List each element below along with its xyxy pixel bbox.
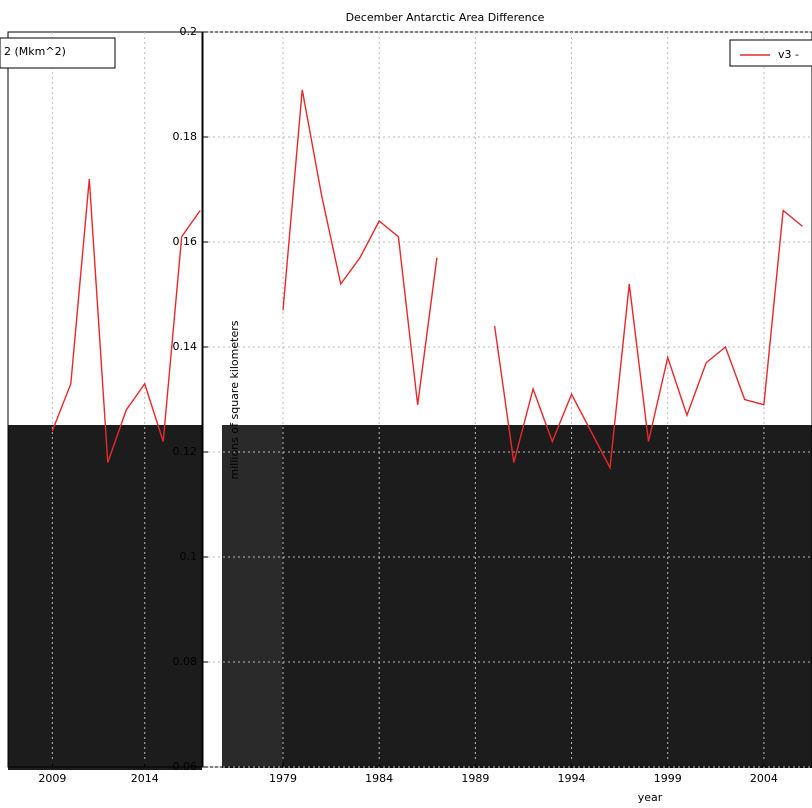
x-tick-label: 1984	[365, 772, 393, 785]
x-tick-label: 1979	[269, 772, 297, 785]
y-tick-label: 0.14	[173, 340, 198, 353]
panel-title: 2 (Mkm^2)	[4, 45, 66, 58]
render-artifact	[222, 425, 282, 768]
legend-box	[729, 39, 812, 67]
y-axis-label: millions of square kilometers	[228, 320, 241, 479]
y-tick-label: 0.1	[180, 550, 198, 563]
x-tick-label: 1994	[558, 772, 586, 785]
legend-label: v3 -	[778, 48, 799, 61]
render-artifact	[222, 425, 812, 768]
y-tick-label: 0.16	[173, 235, 198, 248]
x-tick-label: 2009	[38, 772, 66, 785]
plot-frame	[202, 31, 812, 768]
plot-frame	[7, 31, 203, 768]
data-line	[282, 89, 803, 471]
x-tick-label: 2014	[131, 772, 159, 785]
x-tick-label: 1989	[461, 772, 489, 785]
y-tick-label: 0.18	[173, 130, 198, 143]
y-tick-label: 0.12	[173, 445, 198, 458]
render-artifact	[8, 425, 202, 770]
y-tick-label: 0.08	[173, 655, 198, 668]
chart-title: December Antarctic Area Difference	[346, 11, 545, 24]
data-line	[51, 178, 201, 463]
x-tick-label: 2004	[750, 772, 778, 785]
legend-box	[0, 37, 116, 69]
x-axis-label: year	[638, 791, 663, 804]
x-tick-label: 1999	[654, 772, 682, 785]
